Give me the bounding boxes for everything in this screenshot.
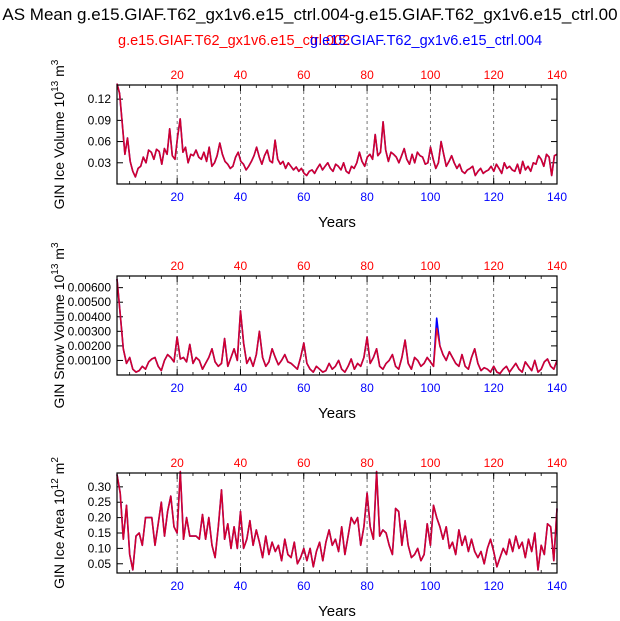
x-tick-label-top: 120 [484,456,504,470]
x-tick-label-bottom: 80 [360,579,374,593]
x-tick-label-top: 40 [234,68,248,82]
x-tick-label-top: 100 [420,68,440,82]
series-line-ctrl-004 [116,278,558,375]
x-tick-label-bottom: 120 [484,190,504,204]
series-line-ctrl-004 [116,83,558,178]
x-tick-label-bottom: 80 [360,381,374,395]
x-tick-label-bottom: 120 [484,381,504,395]
x-tick-label-bottom: 100 [420,190,440,204]
series-line-ctrl-002 [116,278,558,375]
x-tick-label-top: 80 [360,456,374,470]
x-tick-label-bottom: 40 [234,381,248,395]
x-tick-label-bottom: 60 [297,190,311,204]
plot-frame [116,84,558,185]
series-line-ctrl-002 [116,83,558,178]
x-tick-label-bottom: 20 [170,579,184,593]
chart-panel-2: 20 20 40 40 60 60 80 80 100 100 120 120 140 140 0.0010… [50,242,567,422]
y-axis-label: GIN Snow Volume 1013 m3 [50,242,67,409]
x-tick-label-top: 140 [547,68,567,82]
x-tick-label-bottom: 140 [547,190,567,204]
y-tick-label: 0.00500 [68,295,112,309]
series-line-ctrl-002 [116,470,558,571]
y-tick-label: 0.10 [88,541,112,555]
x-tick-label-top: 100 [420,456,440,470]
y-axis-label: GIN Ice Volume 1013 m3 [50,59,67,209]
y-tick-label: 0.06 [88,135,112,149]
legend-entry-ctrl-002: g.e15.GIAF.T62_gx1v6.e15_ctrl.002 [118,33,351,49]
chart-panel-3: 20 20 40 40 60 60 80 80 100 100 120 120 140 140 0.05 0.… [50,456,567,620]
y-tick-label: 0.12 [88,92,112,106]
plot-frame [116,275,558,376]
x-tick-label-bottom: 60 [297,381,311,395]
y-tick-label: 0.00400 [68,310,112,324]
x-tick-label-top: 20 [170,259,184,273]
x-tick-label-top: 120 [484,259,504,273]
x-tick-label-top: 60 [297,259,311,273]
x-tick-label-top: 40 [234,259,248,273]
y-tick-label: 0.05 [88,557,112,571]
x-axis-label: Years [318,214,356,231]
y-tick-label: 0.25 [88,495,112,509]
x-tick-label-top: 20 [170,456,184,470]
x-axis-label: Years [318,603,356,620]
y-tick-label: 0.03 [88,156,112,170]
y-tick-label: 0.15 [88,526,112,540]
x-tick-label-top: 40 [234,456,248,470]
x-axis-label: Years [318,405,356,422]
y-tick-label: 0.00100 [68,353,112,367]
x-tick-label-bottom: 140 [547,381,567,395]
y-tick-label: 0.20 [88,511,112,525]
x-tick-label-top: 80 [360,68,374,82]
x-tick-label-top: 60 [297,68,311,82]
x-tick-label-top: 120 [484,68,504,82]
y-tick-label: 0.09 [88,113,112,127]
y-tick-label: 0.00200 [68,339,112,353]
x-tick-label-bottom: 140 [547,579,567,593]
x-tick-label-bottom: 80 [360,190,374,204]
x-tick-label-top: 60 [297,456,311,470]
x-tick-label-top: 20 [170,68,184,82]
legend-entry-ctrl-004: g.e15.GIAF.T62_gx1v6.e15_ctrl.004 [310,33,543,49]
x-tick-label-bottom: 20 [170,190,184,204]
x-tick-label-top: 140 [547,259,567,273]
x-tick-label-top: 100 [420,259,440,273]
x-tick-label-bottom: 40 [234,579,248,593]
y-tick-label: 0.00300 [68,324,112,338]
x-tick-label-bottom: 120 [484,579,504,593]
x-tick-label-bottom: 20 [170,381,184,395]
x-tick-label-bottom: 100 [420,579,440,593]
x-tick-label-bottom: 100 [420,381,440,395]
x-tick-label-bottom: 40 [234,190,248,204]
chart-panel-1: 20 20 40 40 60 60 80 80 100 100 120 120 140 140 0.03 0.… [50,59,567,231]
plot-frame [116,472,558,574]
x-tick-label-top: 140 [547,456,567,470]
y-tick-label: 0.30 [88,480,112,494]
y-tick-label: 0.00600 [68,281,112,295]
chart-title: AS Mean g.e15.GIAF.T62_gx1v6.e15_ctrl.00… [2,5,618,24]
x-tick-label-bottom: 60 [297,579,311,593]
y-axis-label: GIN Ice Area 1012 m2 [50,457,67,589]
x-tick-label-top: 80 [360,259,374,273]
